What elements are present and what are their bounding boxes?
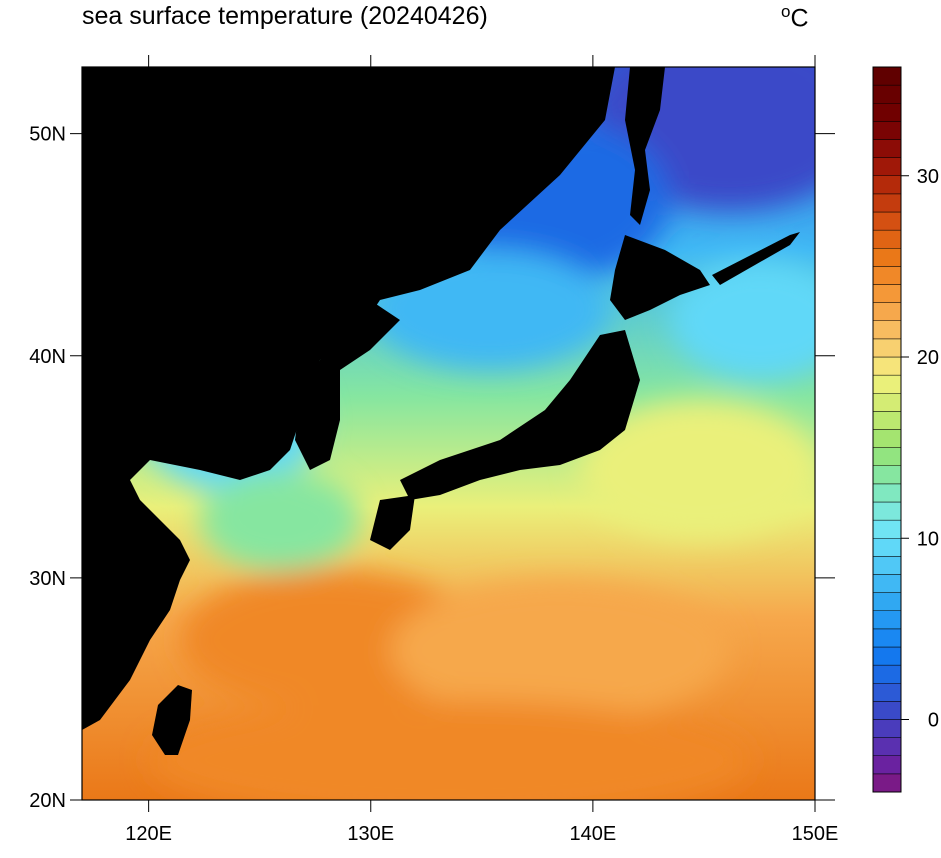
colorbar-swatch xyxy=(872,320,902,340)
colorbar-swatch xyxy=(872,175,902,195)
colorbar-swatch xyxy=(872,556,902,575)
x-tick-label: 140E xyxy=(570,823,617,845)
colorbar-swatch xyxy=(872,483,902,503)
colorbar-swatch xyxy=(872,773,902,793)
y-tick-label: 30N xyxy=(29,568,66,590)
colorbar-swatch xyxy=(872,211,902,231)
x-axis: 120E 130E 140E 150E xyxy=(125,55,838,845)
taiwan xyxy=(152,685,192,755)
colorbar-swatch xyxy=(872,266,902,285)
colorbar-swatch xyxy=(872,302,902,321)
colorbar-swatch xyxy=(872,139,902,158)
y-tick-label: 50N xyxy=(29,124,66,146)
colorbar-swatch xyxy=(872,538,902,557)
land xyxy=(82,67,800,755)
colorbar-swatch xyxy=(872,193,902,213)
asia-mainland xyxy=(82,67,615,730)
colorbar: 0 10 20 30 xyxy=(872,66,939,793)
colorbar-swatch xyxy=(872,429,902,448)
colorbar-swatch xyxy=(872,574,902,593)
y-tick-label: 40N xyxy=(29,346,66,368)
unit-symbol: C xyxy=(790,4,809,33)
x-tick-label: 130E xyxy=(347,823,394,845)
colorbar-tick-label: 30 xyxy=(917,166,939,188)
colorbar-swatch xyxy=(872,84,902,104)
x-tick-label: 120E xyxy=(125,823,172,845)
kamchatka-kuril xyxy=(712,232,800,285)
colorbar-tick-label: 20 xyxy=(917,347,939,369)
unit-label: oC xyxy=(781,2,809,33)
colorbar-swatch xyxy=(872,592,902,611)
colorbar-swatch xyxy=(872,447,902,466)
degree-symbol: o xyxy=(781,2,791,21)
colorbar-swatch xyxy=(872,719,902,738)
colorbar-swatch xyxy=(872,411,902,430)
hokkaido xyxy=(610,235,710,320)
colorbar-swatch xyxy=(872,356,902,376)
colorbar-tick-label: 0 xyxy=(928,710,939,732)
colorbar-swatch xyxy=(872,121,902,140)
map-panel xyxy=(82,67,815,800)
colorbar-tick-label: 10 xyxy=(917,528,939,550)
colorbar-swatch xyxy=(872,664,902,684)
colorbar-swatch xyxy=(872,393,902,412)
colorbar-swatch xyxy=(872,701,902,720)
colorbar-swatch xyxy=(872,66,902,86)
colorbar-swatch xyxy=(872,103,902,122)
y-tick-label: 20N xyxy=(29,790,66,812)
honshu xyxy=(400,330,640,500)
x-tick-label: 150E xyxy=(792,823,839,845)
sakhalin xyxy=(625,67,665,225)
colorbar-swatch xyxy=(872,229,902,249)
colorbar-swatch xyxy=(872,737,902,756)
colorbar-swatch xyxy=(872,338,902,358)
colorbar-frame xyxy=(872,66,902,793)
kyushu-shikoku xyxy=(370,495,415,550)
colorbar-swatch xyxy=(872,501,902,521)
colorbar-swatch xyxy=(872,519,902,539)
colorbar-swatch xyxy=(872,610,902,630)
colorbar-swatch xyxy=(872,374,902,394)
page-title: sea surface temperature (20240426) xyxy=(82,2,488,30)
colorbar-swatch xyxy=(872,755,902,775)
colorbar-swatch xyxy=(872,157,902,176)
map-frame xyxy=(81,66,816,801)
colorbar-swatch xyxy=(872,248,902,267)
colorbar-swatch xyxy=(872,465,902,485)
colorbar-swatch xyxy=(872,683,902,702)
colorbar-swatch xyxy=(872,284,902,303)
korean-peninsula xyxy=(295,300,400,470)
colorbar-swatch xyxy=(872,646,902,666)
y-axis: 20N 30N 40N 50N xyxy=(29,124,835,812)
colorbar-swatch xyxy=(872,628,902,648)
